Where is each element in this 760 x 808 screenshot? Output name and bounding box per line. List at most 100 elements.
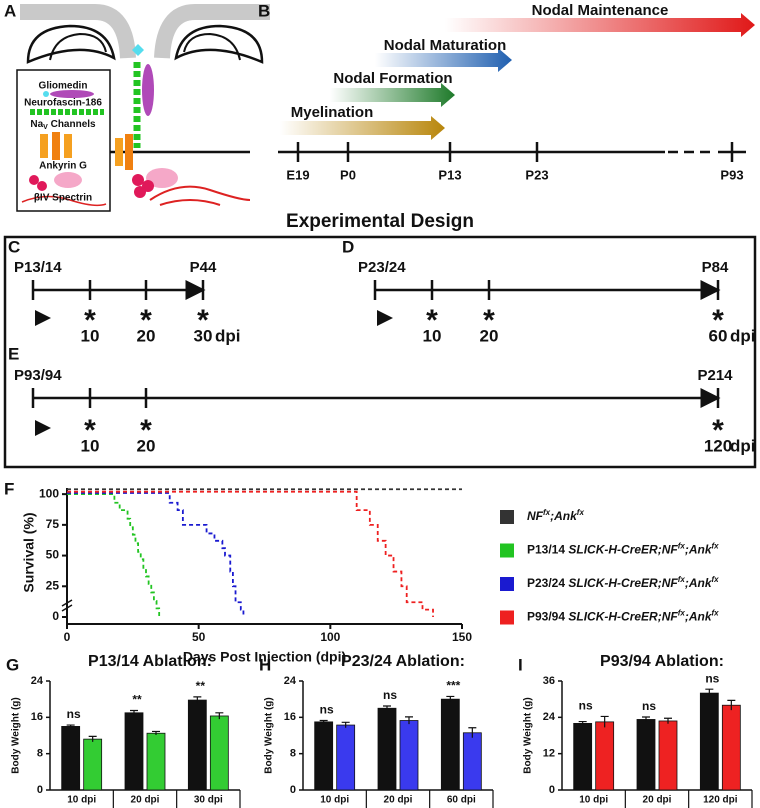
icon bbox=[29, 175, 39, 185]
y-tick-label: 24 bbox=[543, 711, 556, 723]
panel-letter: E bbox=[8, 344, 19, 363]
error-bar bbox=[319, 719, 328, 724]
asterisk: * bbox=[84, 414, 96, 447]
error-bar bbox=[664, 717, 672, 724]
legend-label: Gliomedin bbox=[39, 81, 88, 92]
asterisk: * bbox=[426, 304, 438, 337]
error-bar bbox=[383, 705, 391, 711]
x-tick-label: 10 dpi bbox=[67, 795, 96, 806]
x-tick-label: 20 dpi bbox=[131, 795, 160, 806]
channel bbox=[125, 134, 133, 170]
error-bar bbox=[193, 696, 202, 704]
error-bar bbox=[215, 712, 224, 720]
bar bbox=[462, 732, 482, 791]
spectrin bbox=[132, 174, 144, 186]
timepoint-label: E19 bbox=[286, 167, 309, 182]
x-tick-label: 30 dpi bbox=[194, 795, 223, 806]
design-title: Experimental Design bbox=[286, 211, 474, 232]
icon bbox=[37, 181, 47, 191]
bar bbox=[658, 720, 678, 791]
dose-label: 60 bbox=[709, 326, 728, 345]
error-bar bbox=[152, 730, 160, 736]
dose-label: 10 bbox=[81, 326, 100, 345]
start-label: P93/94 bbox=[14, 367, 62, 384]
bar bbox=[187, 699, 207, 791]
panel-letter: G bbox=[6, 655, 19, 674]
legend-swatch bbox=[500, 510, 514, 524]
myelin bbox=[20, 4, 136, 59]
error-bar bbox=[705, 688, 714, 698]
y-tick-label: 50 bbox=[46, 548, 60, 562]
error-bar bbox=[341, 721, 350, 728]
bar bbox=[440, 698, 460, 791]
y-axis-label: Body Weight (g) bbox=[523, 697, 534, 773]
significance: ns bbox=[383, 688, 397, 702]
bar bbox=[209, 715, 229, 791]
bar bbox=[124, 712, 144, 791]
timepoint-label: P0 bbox=[340, 167, 356, 182]
y-axis-label: Body Weight (g) bbox=[264, 697, 275, 773]
y-tick-label: 100 bbox=[39, 486, 59, 500]
legend-swatch bbox=[500, 543, 514, 558]
icon bbox=[64, 134, 72, 158]
bar bbox=[377, 707, 397, 791]
bar bbox=[336, 724, 356, 791]
phase-arrow bbox=[445, 13, 755, 37]
end-label: P84 bbox=[702, 259, 729, 276]
legend-label: P93/94 SLICK-H-CreER;NFfx;Ankfx bbox=[527, 608, 719, 624]
x-tick-label: 10 dpi bbox=[579, 795, 608, 806]
icon bbox=[43, 91, 49, 97]
cell-outline bbox=[26, 24, 116, 64]
y-tick-label: 12 bbox=[543, 748, 555, 760]
timepoint-label: P23 bbox=[525, 167, 548, 182]
y-tick-label: 24 bbox=[284, 675, 297, 687]
error-bar bbox=[66, 724, 75, 728]
start-label: P13/14 bbox=[14, 259, 62, 276]
legend-label: Ankyrin G bbox=[39, 161, 87, 172]
survival-line bbox=[67, 492, 245, 617]
x-tick-label: 100 bbox=[320, 630, 340, 644]
x-tick-label: 20 dpi bbox=[384, 795, 413, 806]
dose-label: 10 bbox=[81, 436, 100, 455]
bar bbox=[721, 704, 741, 791]
dose-label: 20 bbox=[137, 326, 156, 345]
phase-arrow bbox=[330, 83, 455, 107]
y-axis-label: Survival (%) bbox=[21, 512, 37, 592]
panel-letter: C bbox=[8, 237, 20, 256]
error-bar bbox=[88, 735, 97, 742]
asterisk: * bbox=[712, 304, 724, 337]
icon bbox=[52, 132, 60, 160]
legend-label: Neurofascin-186 bbox=[24, 98, 102, 109]
panel-letter: I bbox=[518, 655, 523, 674]
x-tick-label: 120 dpi bbox=[703, 795, 738, 806]
unit-label: dpi bbox=[215, 326, 241, 345]
phase-arrow bbox=[280, 116, 445, 140]
panel-letter: A bbox=[4, 1, 16, 20]
y-tick-label: 16 bbox=[284, 711, 296, 723]
error-bar bbox=[642, 716, 650, 722]
legend-swatch bbox=[500, 577, 514, 591]
y-tick-label: 8 bbox=[37, 748, 43, 760]
y-tick-label: 24 bbox=[31, 675, 44, 687]
spectrin bbox=[134, 186, 146, 198]
significance: ** bbox=[132, 693, 142, 707]
significance: ns bbox=[67, 707, 81, 721]
legend-label: NFfx;Ankfx bbox=[527, 508, 584, 524]
dose-label: 10 bbox=[423, 326, 442, 345]
error-bar bbox=[130, 709, 138, 716]
start-label: P23/24 bbox=[358, 259, 406, 276]
bar bbox=[699, 692, 719, 791]
panel-letter: H bbox=[259, 655, 271, 674]
asterisk: * bbox=[140, 414, 152, 447]
timepoint-label: P13 bbox=[438, 167, 461, 182]
y-tick-label: 0 bbox=[549, 784, 555, 796]
error-bar bbox=[727, 699, 736, 711]
icon bbox=[50, 90, 94, 98]
myelin bbox=[154, 4, 270, 59]
bar bbox=[61, 726, 81, 791]
error-bar bbox=[405, 716, 413, 725]
y-tick-label: 0 bbox=[37, 784, 43, 796]
chart-title: P13/14 Ablation: bbox=[88, 653, 212, 670]
design-box bbox=[3, 235, 757, 469]
